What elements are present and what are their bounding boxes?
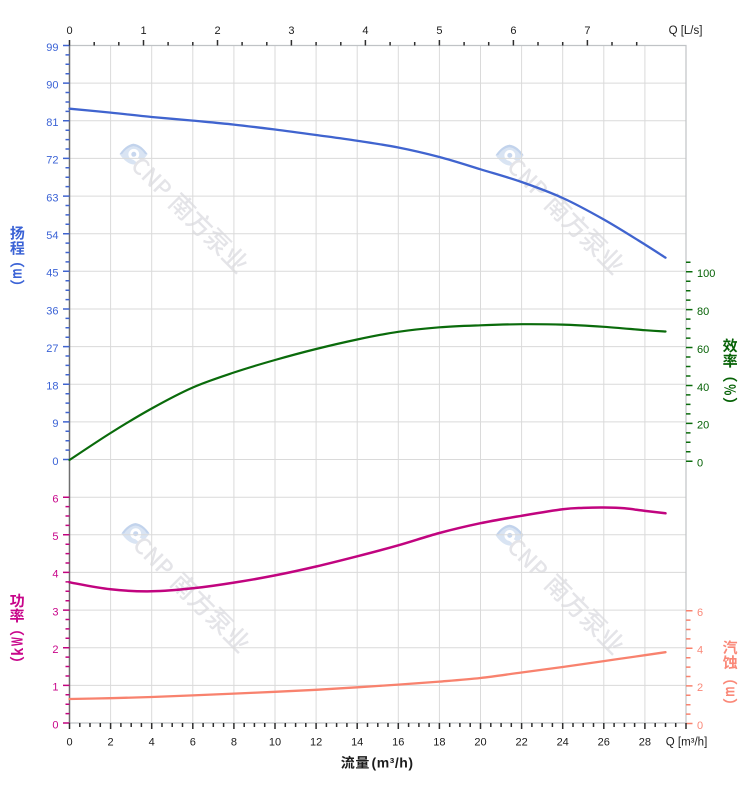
- svg-text:5: 5: [52, 531, 58, 543]
- svg-text:5: 5: [436, 25, 442, 37]
- svg-text:8: 8: [231, 737, 237, 749]
- svg-text:72: 72: [46, 155, 58, 167]
- svg-text:Q [m³/h]: Q [m³/h]: [666, 737, 708, 749]
- svg-text:(m³/h): (m³/h): [372, 755, 414, 771]
- svg-text:80: 80: [697, 306, 709, 318]
- svg-text:14: 14: [351, 737, 363, 749]
- svg-text:0: 0: [66, 25, 72, 37]
- svg-text:6: 6: [190, 737, 196, 749]
- svg-text:20: 20: [697, 420, 709, 432]
- svg-text:0: 0: [697, 720, 703, 732]
- svg-text:24: 24: [557, 737, 569, 749]
- svg-text:7: 7: [584, 25, 590, 37]
- svg-text:2: 2: [52, 644, 58, 656]
- svg-text:9: 9: [52, 418, 58, 430]
- svg-text:0: 0: [697, 458, 703, 470]
- svg-text:6: 6: [697, 607, 703, 619]
- svg-text:45: 45: [46, 268, 58, 280]
- svg-text:26: 26: [598, 737, 610, 749]
- svg-text:0: 0: [52, 456, 58, 468]
- svg-text:54: 54: [46, 230, 58, 242]
- svg-text:16: 16: [392, 737, 404, 749]
- svg-text:1: 1: [140, 25, 146, 37]
- svg-text:10: 10: [269, 737, 281, 749]
- svg-text:4: 4: [149, 737, 155, 749]
- svg-text:4: 4: [52, 569, 58, 581]
- svg-text:4: 4: [697, 645, 703, 657]
- svg-text:2: 2: [108, 737, 114, 749]
- svg-text:63: 63: [46, 192, 58, 204]
- svg-text:1: 1: [52, 682, 58, 694]
- svg-text:0: 0: [52, 719, 58, 731]
- svg-text:Q [L/s]: Q [L/s]: [669, 25, 703, 37]
- svg-text:12: 12: [310, 737, 322, 749]
- svg-text:3: 3: [288, 25, 294, 37]
- svg-text:22: 22: [515, 737, 527, 749]
- svg-text:2: 2: [697, 682, 703, 694]
- svg-text:0: 0: [66, 737, 72, 749]
- svg-text:81: 81: [46, 117, 58, 129]
- svg-text:27: 27: [46, 343, 58, 355]
- svg-text:18: 18: [46, 381, 58, 393]
- svg-text:40: 40: [697, 382, 709, 394]
- svg-text:2: 2: [214, 25, 220, 37]
- svg-text:100: 100: [697, 268, 715, 280]
- svg-text:6: 6: [510, 25, 516, 37]
- svg-text:3: 3: [52, 606, 58, 618]
- svg-text:28: 28: [639, 737, 651, 749]
- svg-text:20: 20: [474, 737, 486, 749]
- svg-text:99: 99: [46, 42, 58, 54]
- svg-text:36: 36: [46, 305, 58, 317]
- svg-text:4: 4: [362, 25, 368, 37]
- svg-text:18: 18: [433, 737, 445, 749]
- svg-text:6: 6: [52, 494, 58, 506]
- svg-text:90: 90: [46, 79, 58, 91]
- svg-text:60: 60: [697, 344, 709, 356]
